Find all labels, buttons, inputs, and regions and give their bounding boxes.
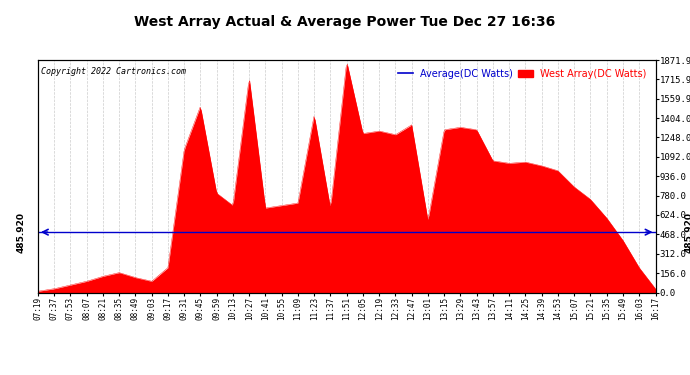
Text: 485.920: 485.920	[685, 211, 690, 253]
Legend: Average(DC Watts), West Array(DC Watts): Average(DC Watts), West Array(DC Watts)	[394, 65, 651, 82]
Text: 485.920: 485.920	[16, 211, 25, 253]
Text: West Array Actual & Average Power Tue Dec 27 16:36: West Array Actual & Average Power Tue De…	[135, 15, 555, 29]
Text: Copyright 2022 Cartronics.com: Copyright 2022 Cartronics.com	[41, 67, 186, 76]
